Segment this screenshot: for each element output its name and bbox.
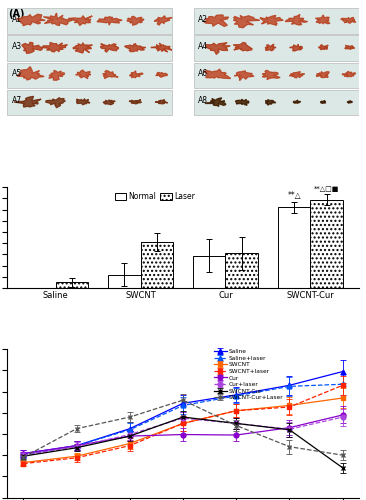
Text: (A): (A) xyxy=(8,10,25,20)
Bar xyxy=(56,282,88,288)
Bar xyxy=(310,200,343,288)
Polygon shape xyxy=(341,18,356,23)
Polygon shape xyxy=(76,98,90,104)
Polygon shape xyxy=(22,42,42,54)
Polygon shape xyxy=(17,14,45,26)
Polygon shape xyxy=(262,70,280,80)
Polygon shape xyxy=(204,15,228,26)
Polygon shape xyxy=(347,101,352,103)
Polygon shape xyxy=(103,100,115,104)
Text: A2: A2 xyxy=(198,14,208,24)
Polygon shape xyxy=(290,44,303,51)
Polygon shape xyxy=(345,46,355,50)
Polygon shape xyxy=(124,44,146,52)
Polygon shape xyxy=(129,100,141,104)
Text: A5: A5 xyxy=(12,69,22,78)
Bar xyxy=(7,36,172,61)
Polygon shape xyxy=(315,15,330,24)
Polygon shape xyxy=(100,44,118,52)
Text: A7: A7 xyxy=(12,96,22,106)
Polygon shape xyxy=(42,42,67,52)
Bar xyxy=(7,8,172,34)
Polygon shape xyxy=(294,100,301,103)
Polygon shape xyxy=(76,70,91,78)
Text: A6: A6 xyxy=(198,69,208,78)
Bar xyxy=(108,274,141,288)
Text: A1: A1 xyxy=(12,14,22,24)
Text: A8: A8 xyxy=(198,96,208,106)
Bar xyxy=(7,62,172,88)
Polygon shape xyxy=(265,44,276,51)
Polygon shape xyxy=(44,13,72,26)
Text: A4: A4 xyxy=(198,42,208,51)
Polygon shape xyxy=(233,16,260,28)
Polygon shape xyxy=(97,17,122,25)
Polygon shape xyxy=(151,43,172,52)
Bar xyxy=(194,36,359,61)
Polygon shape xyxy=(73,43,92,53)
Polygon shape xyxy=(14,96,41,107)
Polygon shape xyxy=(103,70,118,78)
Bar xyxy=(141,242,173,288)
Bar xyxy=(194,90,359,116)
Polygon shape xyxy=(206,42,230,54)
Text: A3: A3 xyxy=(12,42,22,51)
Polygon shape xyxy=(265,100,276,105)
Polygon shape xyxy=(154,16,172,25)
Bar xyxy=(278,208,310,288)
Polygon shape xyxy=(235,99,249,105)
Bar xyxy=(193,256,225,288)
Text: **△: **△ xyxy=(287,191,301,200)
Polygon shape xyxy=(68,16,92,26)
Polygon shape xyxy=(317,72,329,78)
Polygon shape xyxy=(130,71,143,78)
Polygon shape xyxy=(233,42,252,51)
Legend: Saline, Saline+laser, SWCNT, SWCNT+laser, Cur, Cur+laser, SWCNT-Cur, SWCNT-Cur+L: Saline, Saline+laser, SWCNT, SWCNT+laser… xyxy=(214,350,283,400)
Bar xyxy=(225,254,258,288)
Polygon shape xyxy=(127,16,144,25)
Polygon shape xyxy=(18,66,44,80)
Polygon shape xyxy=(285,14,307,25)
Polygon shape xyxy=(290,72,305,78)
Polygon shape xyxy=(155,100,168,104)
Polygon shape xyxy=(234,71,254,81)
Polygon shape xyxy=(46,98,65,108)
Polygon shape xyxy=(49,70,64,80)
Bar xyxy=(194,8,359,34)
Polygon shape xyxy=(203,70,231,78)
Polygon shape xyxy=(205,98,226,106)
Polygon shape xyxy=(156,72,167,77)
Polygon shape xyxy=(321,100,325,103)
Polygon shape xyxy=(260,16,283,25)
Polygon shape xyxy=(343,72,356,76)
Text: **△□■: **△□■ xyxy=(314,186,339,192)
Bar xyxy=(194,62,359,88)
Legend: Normal, Laser: Normal, Laser xyxy=(112,189,198,204)
Bar xyxy=(7,90,172,116)
Polygon shape xyxy=(319,45,328,50)
